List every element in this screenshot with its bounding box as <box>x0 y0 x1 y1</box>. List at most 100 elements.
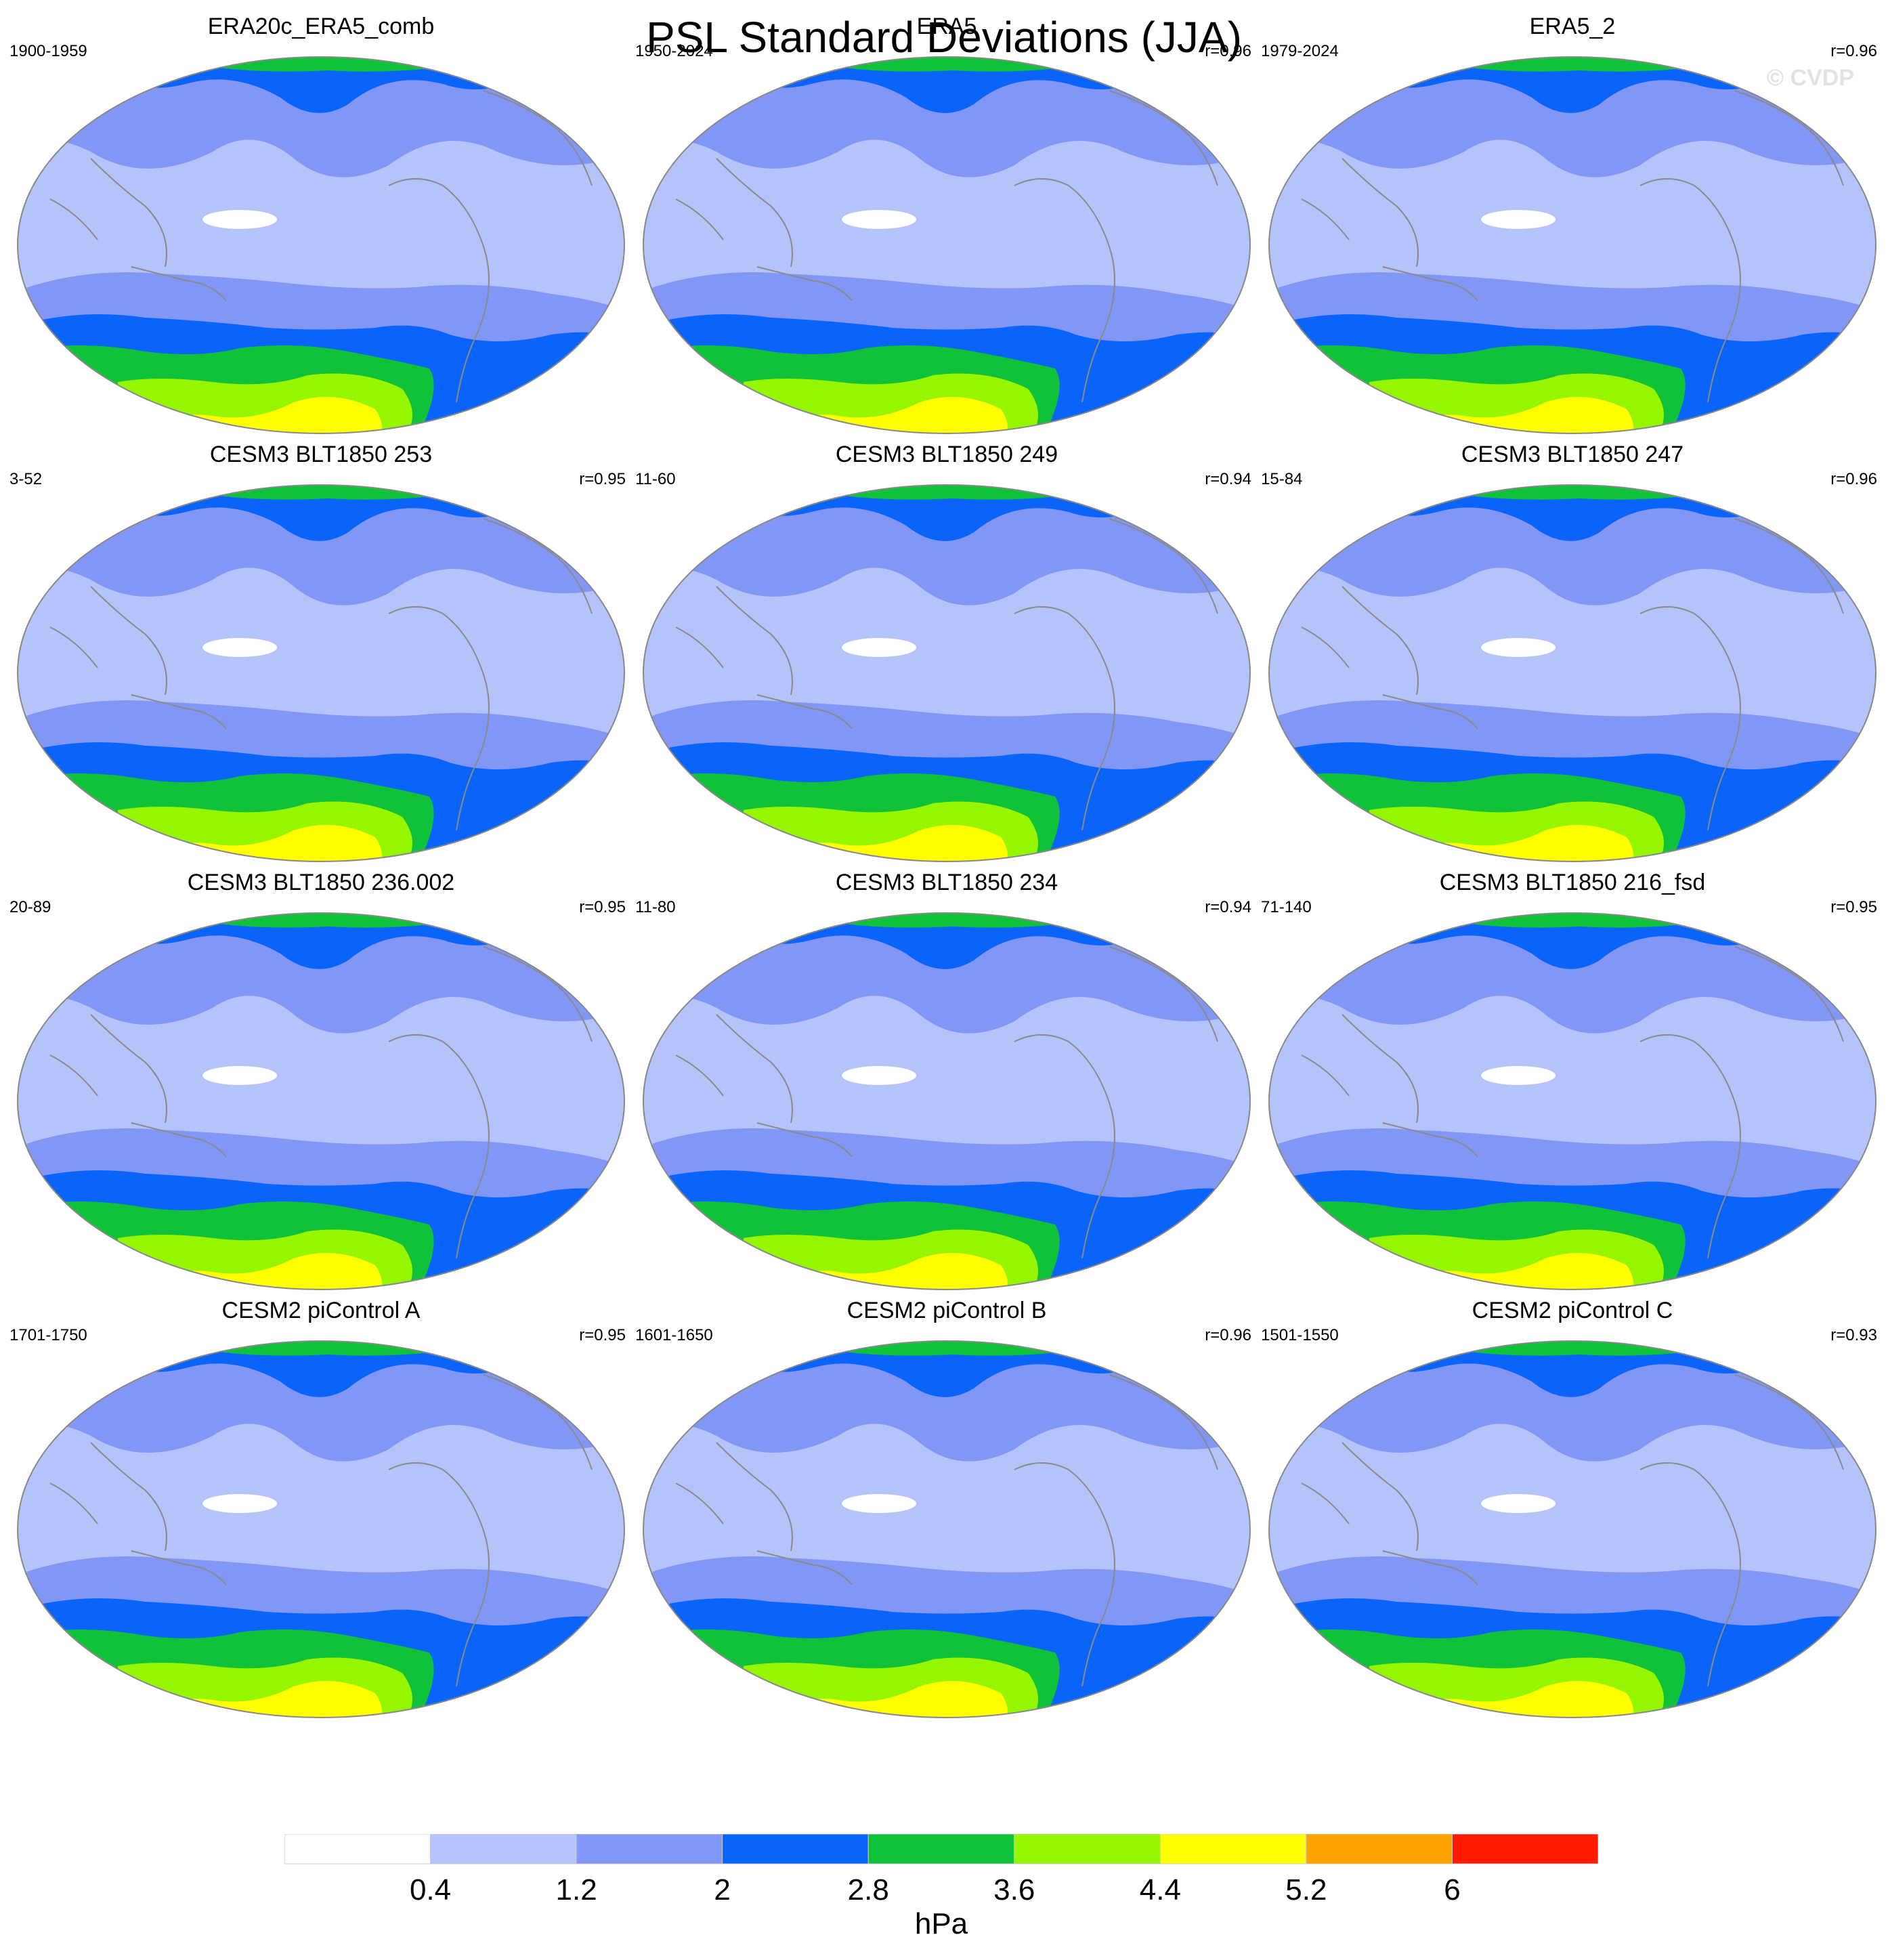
colorbar-tick-label: 2 <box>714 1873 731 1906</box>
panel-period: 1501-1550 <box>1261 1326 1339 1344</box>
coastline <box>1382 1550 1478 1585</box>
map-outline <box>1268 56 1876 434</box>
contour-band <box>1481 1066 1556 1085</box>
contour-band <box>1481 210 1556 229</box>
panel-period: 15-84 <box>1261 470 1303 488</box>
map-panel: CESM3 BLT1850 234 11-80 r=0.94 <box>635 870 1258 1296</box>
map-outline <box>17 912 625 1290</box>
panel-pattern-correlation: r=0.96 <box>1830 42 1877 60</box>
coastline <box>756 1550 853 1585</box>
contour-band <box>838 57 1069 72</box>
coastline <box>388 606 490 831</box>
coastline <box>1301 198 1350 240</box>
colorbar-swatches <box>284 1834 1598 1865</box>
panel-pattern-correlation: r=0.96 <box>1830 470 1877 488</box>
panel-title: CESM3 BLT1850 249 <box>835 442 1058 467</box>
contour-band <box>213 485 443 500</box>
panel-title: CESM2 piControl B <box>846 1298 1047 1323</box>
map-panel: CESM2 piControl A 1701-1750 r=0.95 <box>9 1298 632 1724</box>
panel-title: CESM2 piControl A <box>221 1298 421 1323</box>
colorbar-tick-label: 1.2 <box>555 1873 597 1906</box>
map-outline <box>1268 484 1876 862</box>
panel-pattern-correlation: r=0.95 <box>579 1326 626 1344</box>
coastline <box>388 1462 490 1687</box>
panel-period: 1979-2024 <box>1261 42 1339 60</box>
panel-period: 1950-2024 <box>635 42 713 60</box>
coastline <box>1342 1442 1419 1552</box>
panel-period: 11-60 <box>635 470 676 488</box>
robinson-map <box>17 484 625 862</box>
map-outline <box>17 484 625 862</box>
panel-title: ERA5_2 <box>1529 14 1616 39</box>
coastline <box>90 158 167 268</box>
coastline <box>716 158 793 268</box>
coastline <box>1014 1034 1115 1259</box>
map-outline <box>643 484 1251 862</box>
coastline <box>1109 946 1218 1042</box>
colorbar-swatch <box>1159 1834 1307 1865</box>
map-outline <box>1268 1340 1876 1718</box>
coastline <box>131 1550 227 1585</box>
contour-band <box>838 913 1069 928</box>
contour-band <box>1464 57 1694 72</box>
coastline <box>1382 266 1478 301</box>
coastline <box>1734 518 1844 614</box>
map-outline <box>643 912 1251 1290</box>
panel-pattern-correlation: r=0.95 <box>579 898 626 916</box>
panel-title: ERA5 <box>916 14 977 39</box>
map-outline <box>17 56 625 434</box>
coastline <box>1639 1034 1741 1259</box>
map-panel: CESM3 BLT1850 216_fsd 71-140 r=0.95 <box>1261 870 1884 1296</box>
coastline <box>90 586 167 696</box>
robinson-map <box>17 912 625 1290</box>
contour-band <box>1464 913 1694 928</box>
colorbar-tick-label: 4.4 <box>1139 1873 1181 1906</box>
robinson-map <box>643 1340 1251 1718</box>
contour-band <box>1464 485 1694 500</box>
map-panel: CESM3 BLT1850 236.002 20-89 r=0.95 <box>9 870 632 1296</box>
contour-band <box>1464 1341 1694 1356</box>
colorbar-swatch <box>1014 1834 1161 1865</box>
coastline <box>388 178 490 403</box>
coastline <box>131 266 227 301</box>
contour-band <box>842 1066 916 1085</box>
coastline <box>1342 586 1419 696</box>
robinson-map <box>643 484 1251 862</box>
coastline <box>131 694 227 729</box>
robinson-map <box>643 912 1251 1290</box>
map-outline <box>17 1340 625 1718</box>
map-panel: ERA5 1950-2024 r=0.96 <box>635 14 1258 440</box>
coastline <box>1639 1462 1741 1687</box>
map-panel: CESM3 BLT1850 247 15-84 r=0.96 <box>1261 442 1884 868</box>
coastline <box>1014 1462 1115 1687</box>
colorbar-swatch <box>867 1834 1015 1865</box>
robinson-map <box>1268 484 1876 862</box>
coastline <box>49 626 98 668</box>
panel-title: CESM2 piControl C <box>1472 1298 1673 1323</box>
panel-title: CESM3 BLT1850 247 <box>1461 442 1684 467</box>
contour-band <box>202 1494 277 1513</box>
coastline <box>1734 946 1844 1042</box>
panel-period: 1601-1650 <box>635 1326 713 1344</box>
robinson-map <box>1268 1340 1876 1718</box>
coastline <box>756 266 853 301</box>
coastline <box>716 1014 793 1124</box>
colorbar-tick-label: 2.8 <box>847 1873 889 1906</box>
coastline <box>90 1442 167 1552</box>
coastline <box>1734 1374 1844 1470</box>
contour-band <box>1481 638 1556 657</box>
panel-period: 20-89 <box>9 898 51 916</box>
coastline <box>1301 1483 1350 1525</box>
colorbar-tick-label: 0.4 <box>409 1873 452 1906</box>
map-panel: ERA5_2 1979-2024 r=0.96 <box>1261 14 1884 440</box>
colorbar-tick-label: 6 <box>1444 1873 1461 1906</box>
colorbar-swatch <box>284 1834 431 1865</box>
contour-band <box>838 1341 1069 1356</box>
robinson-map <box>17 56 625 434</box>
panel-period: 71-140 <box>1261 898 1312 916</box>
map-outline <box>643 1340 1251 1718</box>
coastline <box>49 1054 98 1096</box>
panel-pattern-correlation: r=0.95 <box>579 470 626 488</box>
coastline <box>1301 626 1350 668</box>
coastline <box>1382 1122 1478 1157</box>
